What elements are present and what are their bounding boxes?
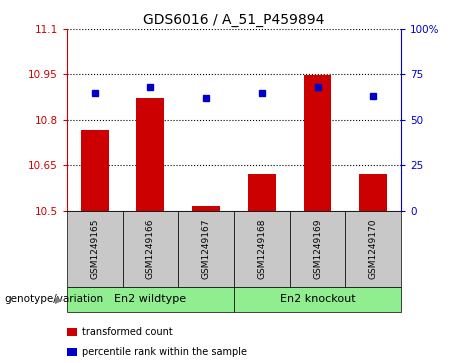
Bar [290, 211, 345, 287]
Bar [178, 211, 234, 287]
Bar [359, 174, 387, 211]
Text: GSM1249166: GSM1249166 [146, 219, 155, 279]
Bar [345, 211, 401, 287]
Bar [67, 211, 123, 287]
Bar [81, 130, 109, 211]
Text: genotype/variation: genotype/variation [5, 294, 104, 305]
Text: GSM1249168: GSM1249168 [257, 219, 266, 279]
Text: En2 knockout: En2 knockout [280, 294, 355, 305]
Text: GSM1249167: GSM1249167 [201, 219, 211, 279]
Bar [234, 211, 290, 287]
Text: transformed count: transformed count [82, 327, 172, 337]
Bar [248, 174, 276, 211]
Bar [304, 75, 331, 211]
Bar [136, 98, 164, 211]
Text: percentile rank within the sample: percentile rank within the sample [82, 347, 247, 357]
Text: GSM1249165: GSM1249165 [90, 219, 99, 279]
Bar [234, 287, 401, 312]
Text: ▶: ▶ [55, 294, 62, 305]
Text: GSM1249170: GSM1249170 [369, 219, 378, 279]
Title: GDS6016 / A_51_P459894: GDS6016 / A_51_P459894 [143, 13, 325, 26]
Text: En2 wildtype: En2 wildtype [114, 294, 186, 305]
Bar [123, 211, 178, 287]
Bar [192, 206, 220, 211]
Bar [67, 287, 234, 312]
Text: GSM1249169: GSM1249169 [313, 219, 322, 279]
